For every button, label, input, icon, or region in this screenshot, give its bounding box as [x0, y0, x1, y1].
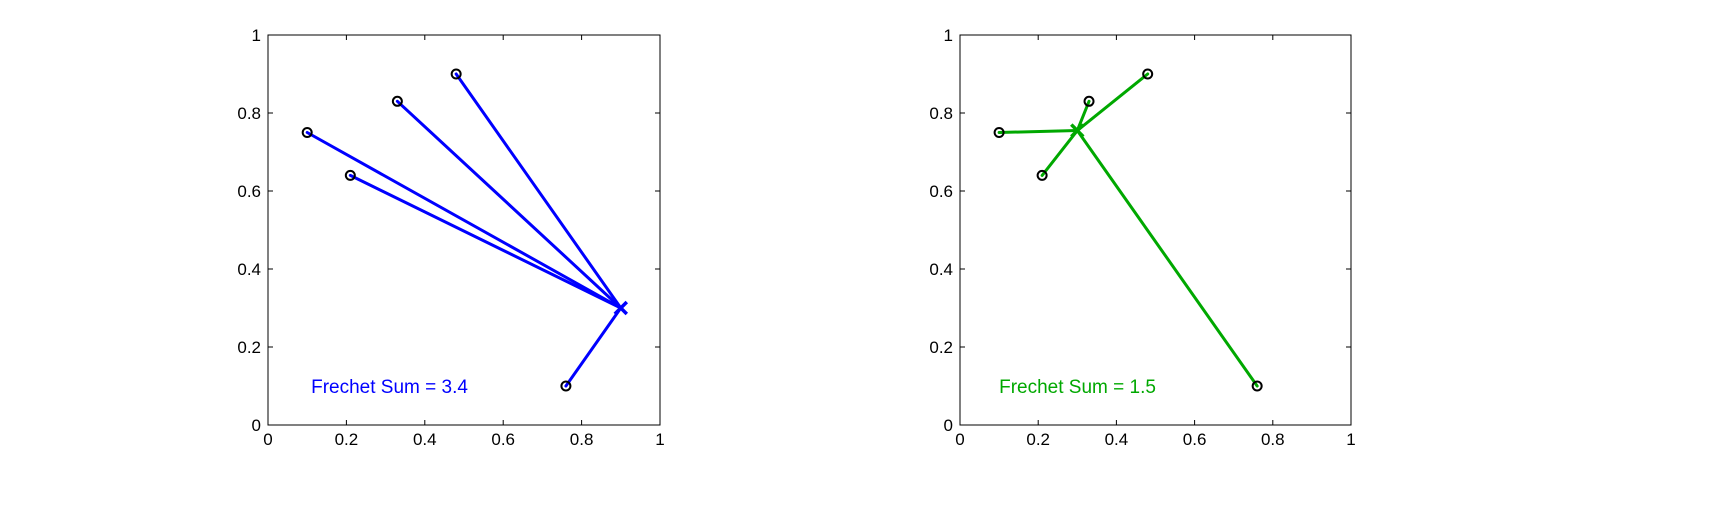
connector-line: [1075, 129, 1259, 388]
connector-line: [1075, 72, 1150, 133]
y-tick-label: 0: [252, 416, 261, 435]
x-tick-label: 0.8: [1261, 430, 1285, 449]
connector-line: [305, 131, 623, 310]
y-tick-label: 0.6: [237, 182, 261, 201]
connector-line: [395, 99, 623, 310]
connector-line: [997, 129, 1079, 134]
x-tick-label: 0.8: [570, 430, 594, 449]
mean-marker-stroke: [1070, 123, 1085, 138]
connector-line: [454, 72, 623, 310]
x-tick-label: 0: [955, 430, 964, 449]
data-point: [1036, 169, 1048, 181]
data-point: [344, 169, 356, 181]
data-point: [391, 95, 403, 107]
data-point: [1142, 68, 1154, 80]
frechet-mean-marker: [1070, 123, 1085, 138]
data-point: [993, 127, 1005, 138]
axes-box: [959, 34, 1352, 426]
x-tick-label: 0.6: [491, 430, 515, 449]
connector-line: [348, 173, 623, 310]
frechet-mean-marker: [613, 300, 629, 316]
y-tick-label: 0.4: [237, 260, 261, 279]
y-tick-label: 0.6: [929, 182, 953, 201]
frechet-sum-label: Frechet Sum = 1.5: [999, 377, 1156, 398]
chart-panel-2: 0 0.2 0.4 0.6 0.8 1 0 0.2 0.4 0.6 0.8 1 Frechet Sum …: [929, 26, 1355, 449]
y-tick-label: 0.8: [237, 104, 261, 123]
data-point: [1251, 380, 1263, 392]
y-tick-label: 0.2: [929, 338, 953, 357]
connector-line: [564, 306, 623, 388]
y-tick-label: 0: [944, 416, 953, 435]
data-point: [1083, 95, 1095, 107]
x-tick-label: 1: [655, 430, 664, 449]
x-tick-label: 0.4: [413, 430, 437, 449]
y-tick-label: 1: [252, 26, 261, 45]
x-tick-label: 0.6: [1183, 430, 1207, 449]
x-tick-label: 1: [1346, 430, 1355, 449]
x-tick-label: 0.4: [1105, 430, 1129, 449]
chart-panel-1: 0 0.2 0.4 0.6 0.8 1 0 0.2 0.4 0.6 0.8 1 Frechet Sum …: [237, 26, 664, 449]
frechet-sum-label: Frechet Sum = 3.4: [311, 377, 468, 398]
y-tick-label: 0.2: [237, 338, 261, 357]
x-tick-label: 0.2: [1026, 430, 1050, 449]
y-tick-label: 1: [944, 26, 953, 45]
data-point: [450, 68, 462, 80]
connector-line: [1040, 129, 1079, 177]
x-tick-label: 0: [263, 430, 272, 449]
mean-marker-stroke: [613, 300, 629, 316]
data-point: [301, 127, 313, 138]
x-tick-label: 0.2: [335, 430, 359, 449]
y-tick-label: 0.4: [929, 260, 953, 279]
data-point: [560, 380, 572, 392]
y-tick-label: 0.8: [929, 104, 953, 123]
